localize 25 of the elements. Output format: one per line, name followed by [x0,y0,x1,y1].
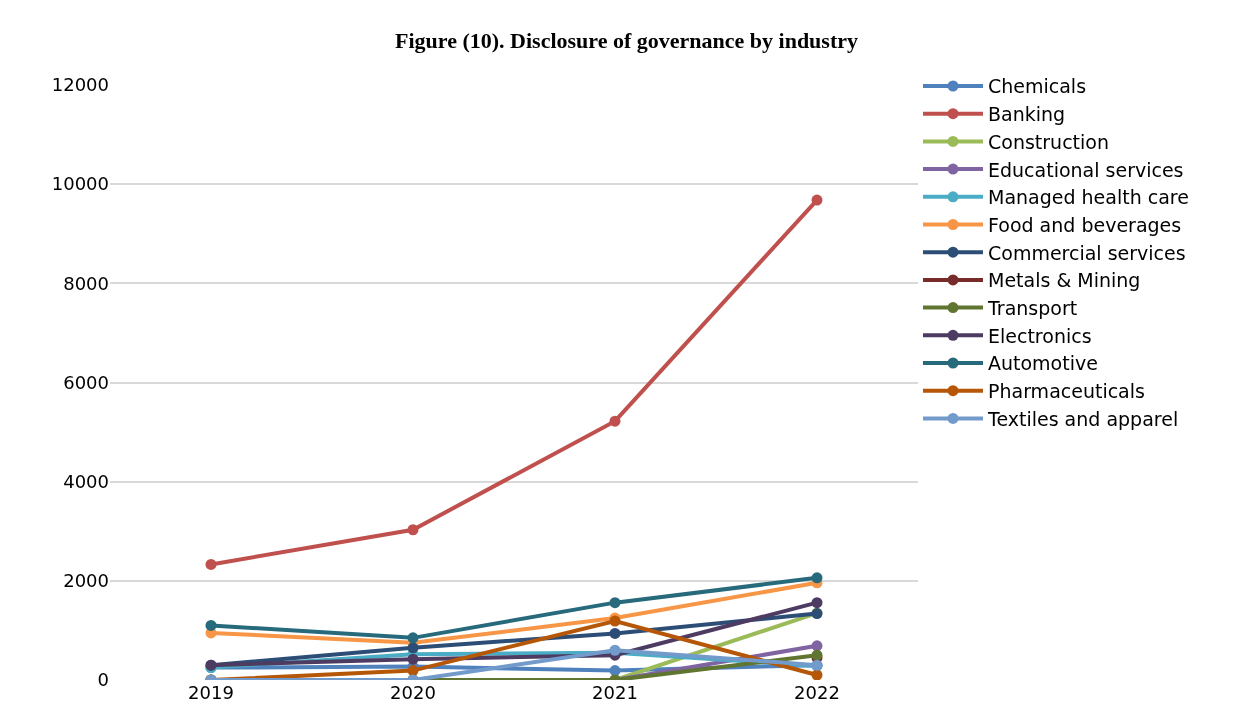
x-tick-label: 2021 [592,682,638,703]
chart-title: Figure (10). Disclosure of governance by industry [395,28,858,54]
legend-label: Textiles and apparel [987,407,1179,430]
x-tick-label: 2022 [794,682,840,703]
y-tick-label: 2000 [63,570,109,592]
legend-label: Banking [988,103,1066,126]
legend-label: Metals & Mining [988,269,1141,292]
legend-label: Transport [987,297,1078,320]
x-tick-label: 2019 [188,682,234,703]
y-tick-label: 12000 [51,74,109,96]
legend-label: Electronics [988,324,1092,347]
y-tick-label: 10000 [51,173,109,195]
y-tick-label: 0 [97,669,109,691]
legend-label: Commercial services [988,241,1186,264]
legend-label: Automotive [988,352,1098,375]
legend-label: Managed health care [988,186,1189,209]
legend-label: Pharmaceuticals [988,380,1145,403]
y-tick-label: 4000 [63,470,109,492]
legend-label: Educational services [988,158,1184,181]
x-tick-label: 2020 [390,682,436,703]
legend-label: Construction [988,130,1109,153]
legend-label: Chemicals [988,75,1087,98]
y-tick-label: 8000 [63,272,109,294]
legend-label: Food and beverages [988,213,1182,236]
y-tick-label: 6000 [63,371,109,393]
